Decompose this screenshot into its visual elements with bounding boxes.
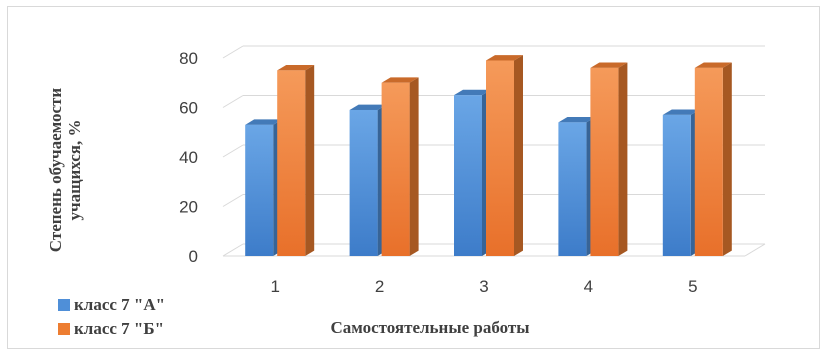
- bar-top: [694, 62, 732, 68]
- bar-front: [277, 70, 306, 256]
- bar-front: [381, 82, 410, 256]
- bar-s2-c5: [694, 62, 732, 257]
- floor-right-edge: [744, 243, 766, 257]
- bar-s2-c1: [277, 64, 315, 256]
- bar-side: [409, 77, 419, 256]
- bar-side: [305, 64, 315, 256]
- bar-s1-c5: [662, 109, 700, 257]
- legend-item-series-b: класс 7 "Б": [58, 317, 165, 341]
- gridline-diag-0: [222, 243, 244, 257]
- y-axis-ticks: 0 20 40 60 80: [179, 49, 198, 266]
- bar-front: [662, 114, 691, 256]
- bar-top: [662, 109, 700, 115]
- bar-s1-c2: [349, 104, 387, 256]
- bar-top: [590, 62, 628, 68]
- bar-s1-c1: [245, 119, 283, 256]
- x-tick-label-5: 5: [688, 277, 697, 296]
- bar-s2-c4: [590, 62, 628, 257]
- y-tick-label-40: 40: [179, 148, 198, 167]
- bar-top: [558, 116, 596, 123]
- bar-front: [349, 109, 378, 256]
- x-tick-label-1: 1: [270, 277, 279, 296]
- bar-side: [722, 62, 732, 256]
- bar-top: [381, 77, 419, 83]
- legend-label-series-b: класс 7 "Б": [74, 319, 165, 338]
- bar-front: [558, 122, 587, 256]
- bar-s2-c2: [381, 77, 419, 256]
- legend-label-series-a: класс 7 "А": [74, 295, 166, 314]
- y-tick-label-80: 80: [179, 49, 198, 68]
- gridline-diag-2: [222, 144, 244, 158]
- bar-top: [486, 55, 523, 61]
- x-tick-label-3: 3: [479, 277, 488, 296]
- bar-front: [694, 67, 723, 257]
- legend-swatch-series-a: [58, 299, 70, 311]
- bar-top: [454, 89, 491, 96]
- legend: класс 7 "А" класс 7 "Б": [58, 293, 165, 341]
- bar-front: [454, 95, 482, 256]
- y-axis-title: Степень обучаемости учащихся, %: [46, 87, 84, 253]
- legend-item-series-a: класс 7 "А": [58, 293, 165, 317]
- bar-front: [486, 60, 514, 256]
- gridline-diag-4: [222, 45, 244, 59]
- gridline-diag-3: [222, 95, 244, 108]
- bar-side: [618, 62, 628, 256]
- gridline-diag-1: [222, 194, 244, 207]
- x-axis-title: Самостоятельные работы: [330, 318, 530, 337]
- y-tick-label-60: 60: [179, 99, 198, 118]
- legend-swatch-series-b: [58, 323, 70, 335]
- bar-side: [514, 55, 523, 257]
- bars: [245, 55, 732, 257]
- bar-s1-c3: [454, 89, 491, 256]
- bar-top: [277, 64, 315, 71]
- bar-top: [349, 104, 387, 110]
- bar-front: [245, 124, 274, 256]
- x-axis-ticks: 1 2 3 4 5: [270, 277, 697, 296]
- y-tick-label-0: 0: [189, 247, 198, 266]
- bar-s1-c4: [558, 116, 596, 256]
- y-tick-label-20: 20: [179, 198, 198, 217]
- x-tick-label-2: 2: [375, 277, 384, 296]
- x-tick-label-4: 4: [584, 277, 593, 296]
- bar-s2-c3: [486, 55, 523, 257]
- bar-front: [590, 67, 619, 257]
- bar-top: [245, 119, 283, 125]
